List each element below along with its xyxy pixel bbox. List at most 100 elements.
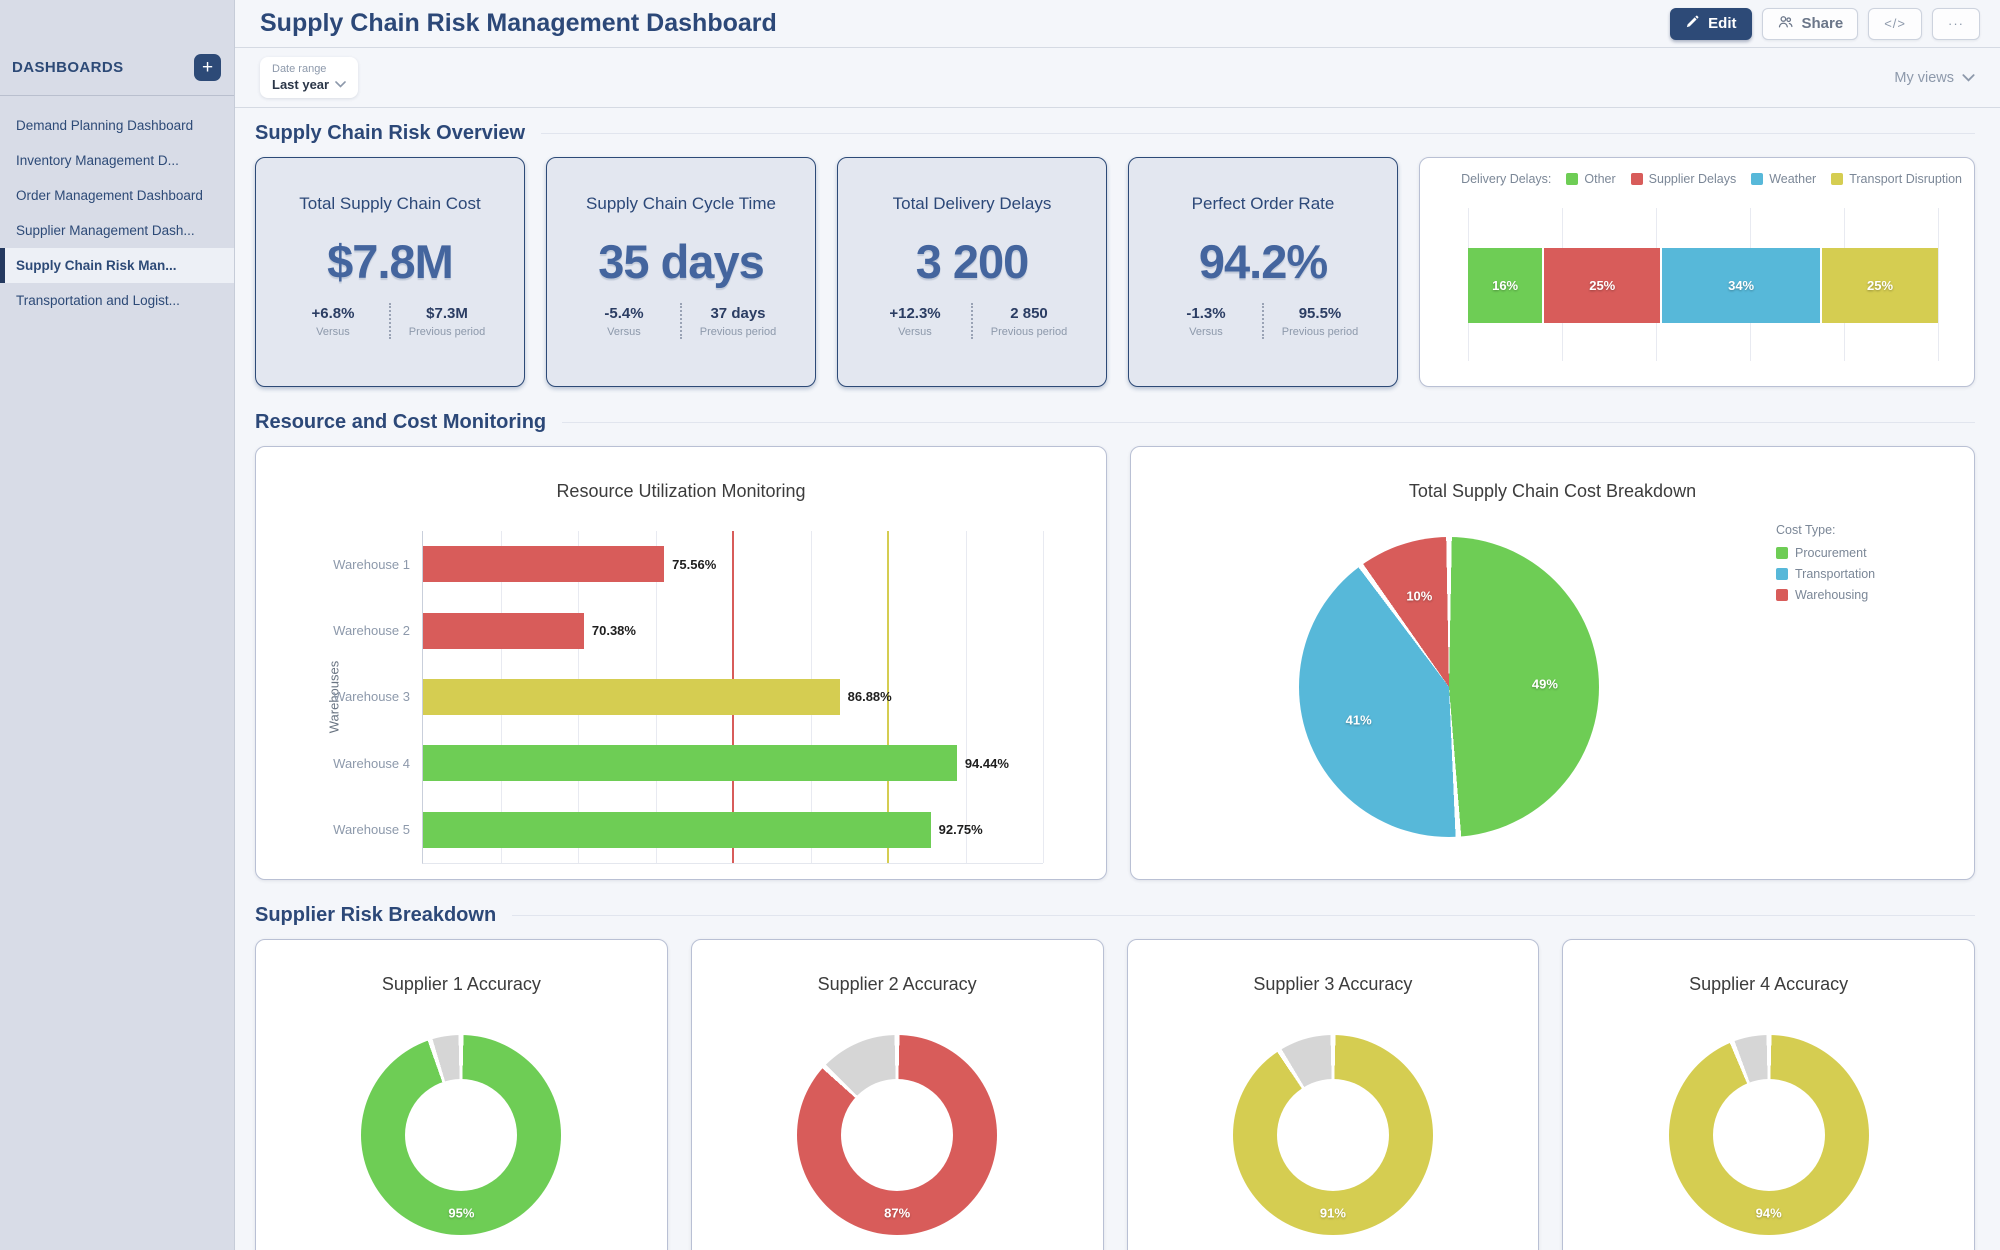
date-range-selector[interactable]: Date range Last year (260, 57, 359, 98)
kpi-previous-col: $7.3M Previous period (391, 305, 503, 338)
section-title-overview: Supply Chain Risk Overview (255, 122, 526, 144)
pie-legend-item-warehousing[interactable]: Warehousing (1776, 588, 1875, 602)
section-title-monitoring: Resource and Cost Monitoring (255, 411, 547, 433)
bar-row-warehouse-5: Warehouse 5 92.75% (333, 797, 1043, 863)
category-label: Warehouse 1 (333, 556, 410, 572)
kpi-value: 35 days (598, 235, 764, 288)
kpi-dotted-divider (1262, 303, 1264, 339)
bar-segment-other[interactable]: 16% (1468, 247, 1543, 323)
legend-swatch (1776, 589, 1788, 601)
cost-breakdown-card: Total Supply Chain Cost Breakdown 49% 41%… (1130, 446, 1975, 880)
edit-button-label: Edit (1708, 15, 1737, 32)
sidebar-item-order-management-dashboard[interactable]: Order Management Dashboard (16, 188, 203, 203)
pie-legend-item-procurement[interactable]: Procurement (1776, 546, 1875, 560)
donut-chart[interactable]: 95% (361, 1035, 562, 1235)
kpi-value: 3 200 (915, 235, 1030, 288)
bar-value-label: 70.38% (591, 623, 636, 639)
sidebar-item-transportation-and-logist[interactable]: Transportation and Logist... (16, 293, 180, 308)
gridline (1043, 531, 1044, 863)
category-label: Warehouse 2 (333, 623, 410, 639)
kpi-delta-value: -5.4% (604, 304, 644, 322)
sidebar-header: DASHBOARDS + (0, 0, 234, 95)
segment-label: 16% (1492, 277, 1519, 293)
bar-value-label: 86.88% (847, 689, 892, 705)
charts-row: Resource Utilization Monitoring Warehous… (255, 446, 1975, 880)
category-label: Warehouse 4 (333, 755, 410, 771)
bar-warehouse-5[interactable] (423, 811, 931, 848)
gridline (1938, 208, 1939, 361)
donut-chart[interactable]: 87% (797, 1035, 998, 1235)
legend-label: Other (1584, 172, 1616, 186)
bar-row-warehouse-1: Warehouse 1 75.56% (333, 531, 1043, 597)
donut-hole (405, 1079, 518, 1191)
delay-legend: Delivery Delays: Other Supplier Delays Wea… (1420, 172, 1962, 186)
kpi-title: Supply Chain Cycle Time (586, 194, 776, 213)
legend-swatch (1831, 173, 1844, 185)
bar-segment-supplier-delays[interactable]: 25% (1544, 247, 1661, 323)
bar-value-label: 75.56% (672, 556, 717, 572)
kpi-previous-value: $7.3M (426, 304, 468, 322)
sidebar: DASHBOARDS + Demand Planning Dashboard In… (0, 0, 235, 1250)
embed-code-button[interactable]: </> (1868, 7, 1922, 40)
edit-button[interactable]: Edit (1670, 7, 1752, 40)
bar-segment-weather[interactable]: 34% (1662, 247, 1820, 323)
bar-warehouse-2[interactable] (423, 612, 584, 649)
top-actions: Edit Share </> ··· (1670, 7, 1980, 40)
kpi-delta-value: +12.3% (889, 304, 941, 322)
legend-item-supplier-delays[interactable]: Supplier Delays (1630, 172, 1736, 186)
legend-item-weather[interactable]: Weather (1751, 172, 1816, 186)
legend-item-other[interactable]: Other (1566, 172, 1616, 186)
donut-title: Supplier 2 Accuracy (817, 974, 977, 994)
my-views-dropdown[interactable]: My views (1894, 70, 1975, 86)
kpi-title: Perfect Order Rate (1191, 194, 1335, 213)
bar-warehouse-4[interactable] (423, 745, 957, 782)
donut-chart[interactable]: 91% (1232, 1035, 1433, 1235)
kpi-title: Total Delivery Delays (892, 194, 1052, 213)
page-title: Supply Chain Risk Management Dashboard (260, 9, 777, 37)
chevron-down-icon (1962, 73, 1975, 82)
resource-utilization-card: Resource Utilization Monitoring Warehous… (255, 446, 1107, 880)
add-dashboard-button[interactable]: + (194, 54, 221, 81)
sidebar-item-demand-planning-dashboard[interactable]: Demand Planning Dashboard (16, 118, 194, 133)
legend-label: Weather (1769, 172, 1817, 186)
more-options-button[interactable]: ··· (1932, 7, 1980, 40)
kpi-previous-value: 37 days (710, 304, 766, 322)
slice-label-procurement: 49% (1531, 676, 1558, 692)
toolbar: Date range Last year My views (235, 48, 2000, 108)
donut-hole (1712, 1079, 1825, 1191)
bar-warehouse-3[interactable] (423, 678, 840, 715)
kpi-previous-label: Previous period (990, 325, 1068, 338)
kpi-value: $7.8M (327, 235, 454, 288)
pie-chart[interactable]: 49% 41% 10% (1299, 537, 1599, 837)
section-overview: Supply Chain Risk Overview (255, 122, 1975, 145)
sidebar-item-supplier-management-dash[interactable]: Supplier Management Dash... (16, 223, 195, 238)
sidebar-item-supply-chain-risk-man[interactable]: Supply Chain Risk Man... (0, 248, 234, 283)
legend-item-transport-disruption[interactable]: Transport Disruption (1831, 172, 1962, 186)
kpi-footer: -1.3% Versus 95.5% Previous period (1129, 303, 1397, 339)
kpi-delta-value: -1.3% (1186, 304, 1226, 322)
kpi-delta-col: -5.4% Versus (568, 305, 680, 338)
section-rule (541, 133, 1975, 134)
kpi-delta-col: +12.3% Versus (859, 305, 971, 338)
date-range-label: Date range (272, 63, 327, 75)
bar-segment-transport-disruption[interactable]: 25% (1822, 247, 1938, 323)
legend-swatch (1776, 547, 1788, 559)
section-rule (512, 915, 1975, 916)
pie-legend-title: Cost Type: (1776, 523, 1836, 537)
pie-legend-item-transportation[interactable]: Transportation (1776, 567, 1875, 581)
sidebar-item-inventory-management-d[interactable]: Inventory Management D... (16, 153, 179, 168)
donut-chart[interactable]: 94% (1668, 1035, 1869, 1235)
donut-title: Supplier 1 Accuracy (381, 974, 541, 994)
kpi-title: Total Supply Chain Cost (299, 194, 481, 213)
category-label: Warehouse 3 (333, 689, 410, 705)
section-title-supplier: Supplier Risk Breakdown (255, 904, 497, 926)
bar-warehouse-1[interactable] (423, 546, 665, 583)
gridline (965, 531, 967, 863)
supplier-donut-row: Supplier 1 Accuracy 95% Supplier 2 Accurac… (255, 939, 1975, 1250)
kpi-previous-label: Previous period (408, 325, 486, 338)
pencil-icon (1685, 14, 1700, 33)
donut-title: Supplier 3 Accuracy (1253, 974, 1413, 994)
share-button[interactable]: Share (1761, 7, 1859, 40)
delivery-delays-card: Delivery Delays: Other Supplier Delays Wea… (1419, 157, 1975, 387)
